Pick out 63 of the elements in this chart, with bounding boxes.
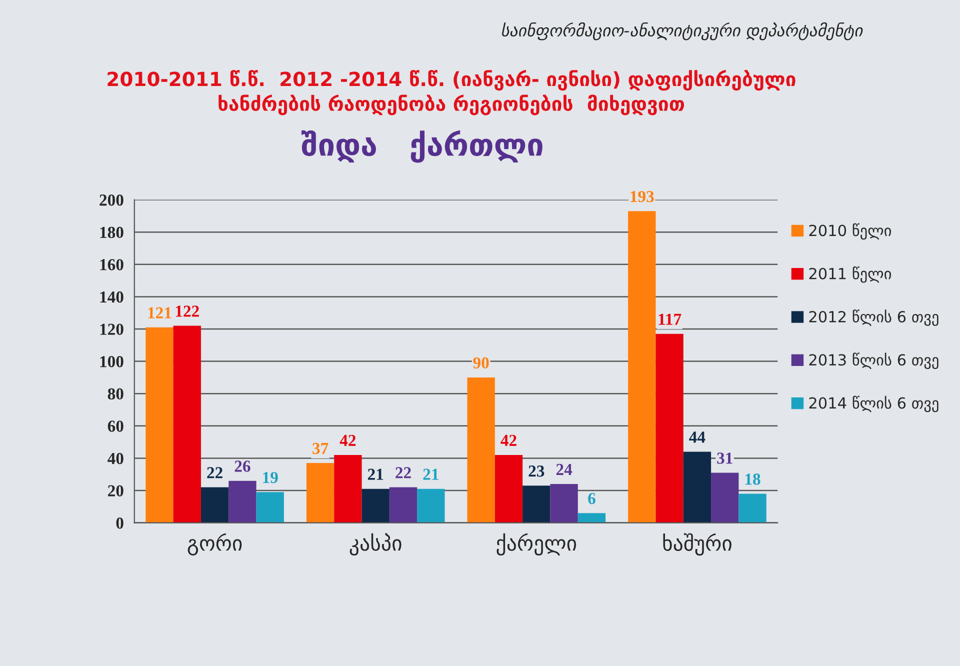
y-tick-label: 180 <box>100 226 124 238</box>
legend-label: 2013 წლის 6 თვე <box>809 352 938 370</box>
y-tick-label: 40 <box>108 452 124 464</box>
data-label: 22 <box>207 467 222 478</box>
y-tick-label: 160 <box>100 259 124 270</box>
data-label: 90 <box>473 357 489 369</box>
bar <box>550 484 578 523</box>
legend-label: 2010 წელი <box>809 223 891 240</box>
bar <box>146 327 174 523</box>
bar <box>522 486 550 523</box>
y-tick-label: 200 <box>100 194 124 206</box>
bar <box>334 454 362 523</box>
data-label: 117 <box>658 314 682 325</box>
bar <box>256 492 284 523</box>
bar <box>200 487 229 523</box>
bar <box>228 480 256 523</box>
x-tick-label: კასპი <box>350 533 402 556</box>
bar <box>494 454 523 523</box>
data-label: 42 <box>340 434 356 446</box>
data-label: 31 <box>717 452 732 464</box>
chart-subtitle: შიდა ქართლი <box>302 130 542 163</box>
bar <box>173 326 201 523</box>
bar <box>417 488 445 523</box>
bar <box>683 452 712 523</box>
data-label: 37 <box>312 442 328 454</box>
data-label: 193 <box>630 190 654 202</box>
text: საინფორმაციო-ანალიტიკური დეპარტამენტი <box>502 22 863 40</box>
data-label: 18 <box>746 474 760 485</box>
legend-label: 2012 წლის 6 თვე <box>809 310 938 326</box>
data-label: 21 <box>423 468 438 480</box>
data-label: 42 <box>500 434 516 446</box>
legend-label: 2011 წელი <box>809 266 891 283</box>
data-label: 26 <box>234 460 250 472</box>
data-label: 121 <box>148 307 172 318</box>
data-label: 19 <box>263 472 278 484</box>
bar <box>738 494 766 523</box>
bar <box>711 472 739 523</box>
y-tick-label: 140 <box>100 291 124 303</box>
bar <box>362 488 390 523</box>
data-label: 22 <box>396 467 411 478</box>
bar <box>306 463 334 523</box>
bar <box>628 211 656 523</box>
data-label: 24 <box>556 464 572 475</box>
data-label: 44 <box>689 432 706 443</box>
chart-title: 2010-2011 წ.წ. 2012 -2014 წ.წ. (იანვარ- ივნისი) დაფიქსირებული ხანძრების რაოდენობა რეგიონების მიხედვით <box>108 70 796 116</box>
y-tick-label: 0 <box>116 518 124 529</box>
data-label: 6 <box>588 492 596 504</box>
y-tick-label: 60 <box>108 420 124 432</box>
bar <box>389 487 418 523</box>
y-tick-label: 120 <box>100 324 124 335</box>
x-tick-label: ქარელი <box>496 533 576 556</box>
legend-label: 2014 წლის 6 თვე <box>809 396 938 412</box>
data-label: 122 <box>176 306 199 317</box>
bar <box>656 334 684 523</box>
bar <box>467 377 495 523</box>
x-tick-label: გორი <box>188 533 242 556</box>
data-label: 23 <box>528 466 544 477</box>
y-tick-label: 20 <box>108 485 124 496</box>
bar <box>578 513 606 523</box>
data-label: 21 <box>368 468 384 480</box>
y-tick-label: 80 <box>108 388 124 400</box>
y-tick-label: 100 <box>100 356 124 368</box>
x-tick-label: ხაშური <box>663 533 732 556</box>
